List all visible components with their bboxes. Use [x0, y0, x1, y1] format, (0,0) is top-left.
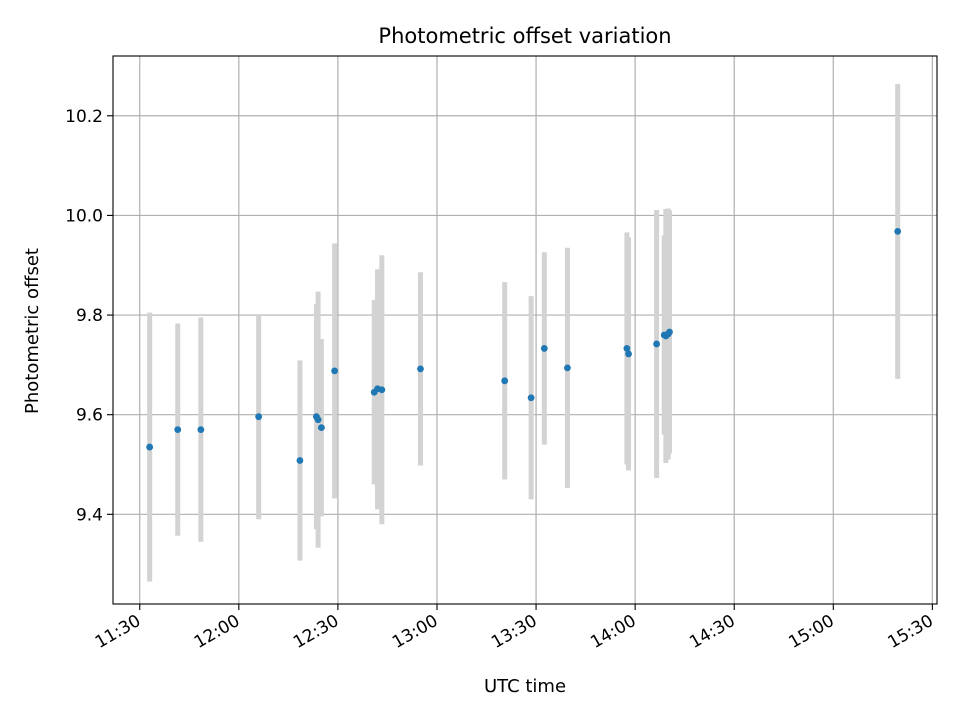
x-tick-label: 12:00: [191, 611, 243, 653]
axis-ticks: 11:30 12:00 12:30 13:00 13:30 14:00 14:30 15:00…: [65, 107, 937, 653]
data-point: [653, 340, 661, 348]
data-point: [894, 227, 902, 235]
x-axis-label: UTC time: [484, 676, 566, 697]
data-point: [255, 413, 263, 421]
data-point: [296, 457, 304, 464]
y-tick-label: 9.8: [76, 306, 103, 326]
data-point: [197, 426, 205, 434]
x-tick-label: 11:30: [92, 611, 144, 653]
data-point: [317, 424, 325, 432]
x-tick-label: 14:00: [587, 611, 639, 653]
data-point: [540, 345, 548, 352]
data-point: [378, 386, 386, 394]
data-point: [146, 443, 154, 451]
chart-title: Photometric offset variation: [378, 24, 671, 48]
data-point: [527, 394, 535, 402]
y-tick-label: 9.6: [76, 406, 103, 426]
data-point: [331, 367, 339, 375]
grid: [113, 56, 937, 604]
x-tick-label: 14:30: [686, 611, 738, 653]
data-point: [314, 416, 322, 424]
error-bars: [147, 83, 901, 582]
y-tick-label: 10.0: [65, 206, 103, 226]
x-tick-label: 12:30: [290, 611, 342, 653]
data-point: [501, 377, 509, 385]
data-points: [146, 227, 902, 464]
x-tick-label: 15:00: [785, 611, 837, 653]
data-point: [564, 364, 571, 372]
plot-frame: [112, 55, 938, 605]
data-point: [623, 345, 631, 352]
x-tick-label: 13:30: [488, 611, 540, 653]
data-point: [625, 350, 632, 358]
x-tick-label: 13:00: [389, 611, 441, 653]
y-tick-label: 10.2: [65, 107, 103, 127]
y-axis-label: Photometric offset: [22, 248, 43, 414]
data-point: [666, 328, 673, 336]
y-tick-label: 9.4: [76, 505, 103, 525]
data-point: [174, 426, 182, 434]
x-tick-label: 15:30: [884, 611, 936, 653]
data-point: [417, 365, 424, 373]
